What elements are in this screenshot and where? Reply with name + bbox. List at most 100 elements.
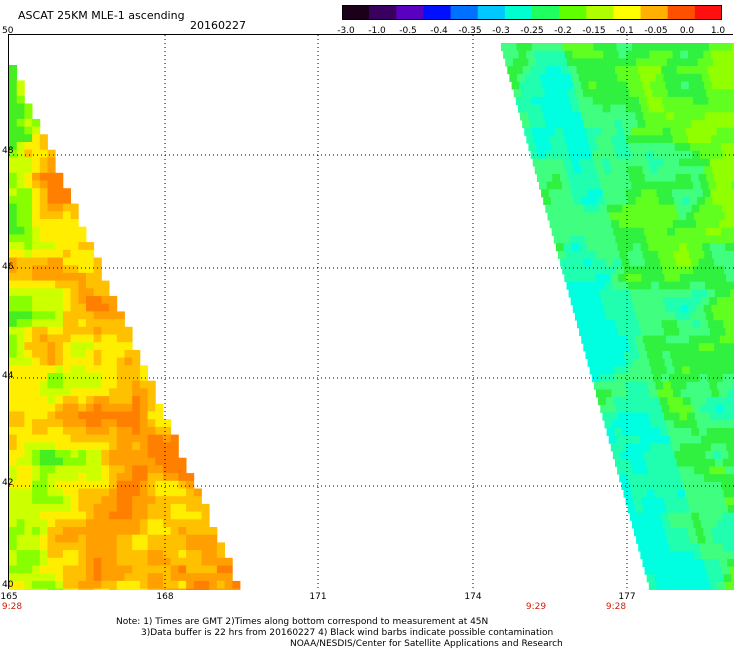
swath-cell-left (132, 519, 141, 528)
swath-cell-left (62, 457, 71, 466)
swath-cell-right (728, 366, 737, 375)
swath-cell-right (510, 50, 519, 59)
swath-cell-left (47, 434, 56, 443)
swath-cell-right (716, 435, 725, 444)
swath-cell-left (47, 234, 56, 243)
swath-cell-right (698, 312, 707, 321)
swath-cell-left (16, 226, 25, 235)
swath-cell-left (24, 134, 33, 143)
swath-cell-right (647, 43, 656, 52)
swath-cell-right (599, 204, 608, 213)
swath-cell-right (700, 181, 709, 190)
swath-cell-right (732, 520, 740, 529)
swath-cell-right (534, 81, 543, 90)
swath-cell-right (656, 104, 665, 113)
swath-cell-left (47, 573, 56, 582)
swath-cell-left (124, 357, 133, 366)
swath-cell-right (588, 220, 597, 229)
swath-cell-right (643, 505, 652, 514)
swath-cell-right (622, 458, 631, 467)
swath-cell-left (24, 311, 33, 320)
swath-cell-right (627, 166, 636, 175)
swath-cell-right (674, 227, 683, 236)
swath-cell-left (55, 195, 64, 204)
swath-cell-right (653, 204, 662, 213)
swath-cell-left (39, 226, 48, 235)
swath-cell-right (601, 43, 610, 52)
swath-cell-left (186, 573, 195, 582)
swath-cell-right (676, 204, 685, 213)
swath-cell-right (626, 220, 635, 229)
swath-cell-left (9, 357, 18, 366)
swath-cell-left (193, 496, 202, 505)
swath-cell-left (147, 388, 156, 397)
swath-cell-left (47, 188, 56, 197)
swath-cell-left (16, 80, 25, 89)
swath-cell-left (86, 342, 95, 351)
swath-cell-left (16, 157, 25, 166)
swath-cell-right (636, 481, 645, 490)
swath-cell-right (684, 404, 693, 413)
swath-cell-left (124, 550, 133, 559)
swath-cell-right (625, 243, 634, 252)
swath-cell-right (671, 327, 680, 336)
swath-cell-left (39, 234, 48, 243)
swath-cell-right (669, 66, 678, 75)
swath-cell-left (55, 180, 64, 189)
swath-cell-left (39, 142, 48, 151)
swath-cell-left (163, 519, 172, 528)
swath-cell-right (602, 412, 611, 421)
swath-cell-right (674, 143, 683, 152)
swath-cell-right (539, 181, 548, 190)
swath-cell-left (132, 349, 141, 358)
swath-cell-right (628, 143, 637, 152)
swath-cell-left (116, 519, 125, 528)
swath-cell-left (9, 403, 18, 412)
swath-cell-right (597, 366, 606, 375)
swath-cell-right (670, 351, 679, 360)
swath-cell-right (716, 181, 725, 190)
swath-cell-left (93, 403, 102, 412)
swath-cell-right (522, 66, 531, 75)
swath-cell-left (32, 457, 41, 466)
swath-cell-left (9, 118, 18, 127)
swath-cell-right (634, 304, 643, 313)
swath-cell-left (101, 365, 110, 374)
swath-cell-right (653, 458, 662, 467)
swath-cell-right (636, 58, 645, 67)
swath-cell-right (671, 466, 680, 475)
swath-cell-right (548, 104, 557, 113)
swath-cell-right (670, 212, 679, 221)
swath-cell-left (78, 365, 87, 374)
swath-cell-right (661, 235, 670, 244)
swath-cell-left (163, 434, 172, 443)
swath-cell-left (201, 503, 210, 512)
swath-cell-right (668, 512, 677, 521)
swath-cell-right (690, 58, 699, 67)
swath-cell-right (709, 73, 718, 82)
swath-cell-right (541, 50, 550, 59)
swath-cell-left (93, 388, 102, 397)
swath-cell-right (661, 543, 670, 552)
swath-cell-right (574, 143, 583, 152)
swath-cell-left (86, 426, 95, 435)
swath-cell-right (632, 127, 641, 136)
swath-cell-right (664, 358, 673, 367)
swath-cell-left (78, 234, 87, 243)
swath-cell-right (725, 243, 734, 252)
swath-cell-right (712, 197, 721, 206)
swath-cell-right (666, 366, 675, 375)
swath-cell-left (70, 557, 79, 566)
swath-cell-left (93, 342, 102, 351)
swath-cell-right (655, 520, 664, 529)
swath-cell-right (596, 81, 605, 90)
swath-cell-left (155, 457, 164, 466)
swath-cell-left (70, 280, 79, 289)
swath-cell-left (9, 203, 18, 212)
swath-cell-left (132, 411, 141, 420)
swath-cell-right (718, 50, 727, 59)
swath-cell-right (701, 351, 710, 360)
swath-cell-right (585, 351, 594, 360)
swath-cell-left (32, 319, 41, 328)
swath-cell-left (101, 442, 110, 451)
